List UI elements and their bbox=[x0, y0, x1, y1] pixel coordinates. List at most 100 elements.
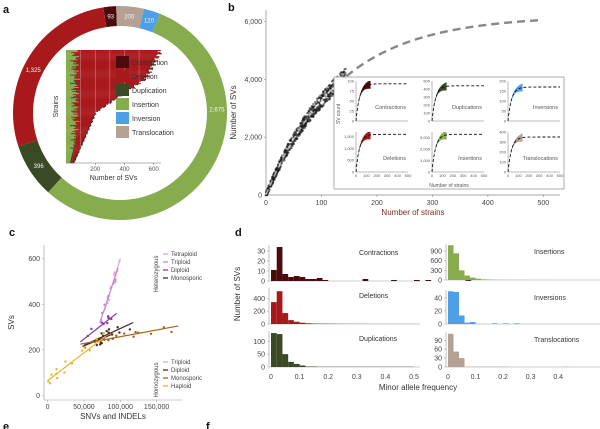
inset-bar-deletion bbox=[78, 98, 117, 100]
inset-bar-insertion bbox=[66, 155, 72, 158]
inset-bar-insertion bbox=[66, 109, 77, 111]
inset-bar-duplication bbox=[70, 158, 73, 161]
inset-bar-contraction bbox=[147, 69, 149, 71]
inset-x-tick-label: 500 bbox=[405, 173, 412, 178]
inset-bar-duplication bbox=[77, 98, 79, 100]
inset-bar-deletion bbox=[71, 82, 140, 85]
inset-bar-contraction bbox=[93, 117, 95, 120]
inset-bar-duplication bbox=[73, 146, 75, 148]
b-scatter-point bbox=[323, 101, 326, 104]
inset-bar-deletion bbox=[73, 154, 77, 157]
inset-title-insertions: Insertions bbox=[458, 156, 482, 162]
inset-bar-insertion bbox=[66, 148, 74, 150]
inset-bar-deletion bbox=[72, 102, 111, 104]
d-bar bbox=[276, 247, 283, 281]
d-y-tick-label: 200 bbox=[253, 309, 265, 316]
inset-bar-contraction bbox=[83, 139, 85, 141]
inset-bar-insertion bbox=[66, 97, 71, 99]
b-scatter-point bbox=[342, 70, 346, 74]
c-point bbox=[48, 382, 52, 385]
inset-bar-contraction bbox=[76, 155, 78, 158]
d-bar bbox=[448, 291, 454, 324]
inset-bar-deletion bbox=[74, 54, 157, 56]
d-y-tick-label: 10 bbox=[257, 269, 265, 276]
inset-fit-curve bbox=[507, 136, 560, 173]
inset-bar-deletion bbox=[73, 155, 77, 158]
c-legend: Heterozygous Tetraploid Triploid Diploid Mon… bbox=[154, 252, 202, 398]
b-scatter-point bbox=[308, 120, 311, 123]
inset-bar-insertion bbox=[66, 156, 72, 159]
d-title-translocations: Translocations bbox=[534, 337, 580, 344]
inset-bar-contraction bbox=[154, 64, 156, 66]
inset-bar-contraction bbox=[151, 67, 154, 69]
inset-bar-duplication bbox=[77, 115, 79, 117]
inset-y-tick-label: 0 bbox=[352, 119, 355, 124]
d-bar bbox=[305, 323, 312, 324]
b-scatter-point bbox=[285, 154, 288, 157]
inset-bar-deletion bbox=[72, 116, 94, 118]
inset-bar-duplication bbox=[74, 121, 76, 124]
inset-bar-contraction bbox=[88, 128, 90, 130]
inset-bar-duplication bbox=[75, 90, 78, 92]
inset-bar-contraction bbox=[160, 53, 162, 55]
inset-x-tick-label: 400 bbox=[470, 173, 477, 178]
inset-bar-contraction bbox=[104, 104, 106, 106]
b-fit-curve-extrapolated bbox=[345, 18, 542, 78]
c-x-tick-label: 50,000 bbox=[73, 404, 95, 411]
inset-bar-duplication bbox=[71, 105, 73, 107]
inset-bar-duplication bbox=[73, 144, 75, 146]
inset-bar-contraction bbox=[152, 63, 155, 65]
inset-bar-insertion bbox=[66, 82, 71, 85]
inset-bar-insertion bbox=[66, 111, 73, 113]
inset-bar-deletion bbox=[76, 117, 94, 120]
b-x-axis-label: Number of strains bbox=[381, 208, 444, 217]
b-scatter-point bbox=[313, 108, 316, 111]
b-scatter-point bbox=[286, 142, 290, 145]
d-bar bbox=[453, 291, 460, 324]
inset-bar-insertion bbox=[66, 51, 79, 53]
legend-swatch-contraction bbox=[116, 56, 129, 68]
inset-bar-insertion bbox=[66, 153, 72, 155]
inset-bar-duplication bbox=[71, 66, 74, 68]
inset-bar-contraction bbox=[91, 121, 93, 124]
inset-bar-duplication bbox=[71, 154, 74, 157]
b-scatter-point bbox=[289, 139, 292, 143]
inset-title-deletions: Deletions bbox=[383, 156, 406, 162]
b-scatter-point bbox=[314, 101, 317, 104]
inset-bar-insertion bbox=[66, 95, 76, 97]
inset-fit-curve bbox=[431, 133, 484, 173]
inset-bar-deletion bbox=[75, 142, 82, 144]
d-bar bbox=[448, 333, 454, 367]
inset-bar-deletion bbox=[77, 83, 138, 86]
inset-bar-duplication bbox=[77, 84, 79, 87]
inset-bar-insertion bbox=[66, 58, 75, 60]
c-point bbox=[101, 334, 105, 338]
inset-bar-insertion bbox=[66, 136, 74, 138]
inset-bar-duplication bbox=[75, 95, 78, 97]
inset-bar-contraction bbox=[88, 126, 91, 128]
inset-bar-duplication bbox=[71, 52, 73, 54]
c-point bbox=[149, 332, 153, 336]
inset-bar-deletion bbox=[77, 62, 151, 64]
inset-bar-duplication bbox=[75, 99, 77, 101]
inset-bar-deletion bbox=[72, 105, 106, 107]
inset-bar-duplication bbox=[71, 116, 73, 118]
b-scatter-point bbox=[331, 92, 334, 95]
donut-label-insertion: 2,675 bbox=[209, 108, 225, 114]
inset-bar-deletion bbox=[75, 85, 133, 88]
inset-bar-duplication bbox=[76, 109, 79, 111]
inset-bar-insertion bbox=[66, 139, 71, 141]
b-scatter-point bbox=[308, 110, 311, 113]
inset-bar-duplication bbox=[78, 106, 80, 108]
inset-y-tick-label: 0 bbox=[504, 170, 507, 175]
inset-y-tick-label: 50 bbox=[502, 109, 507, 114]
inset-bar-contraction bbox=[144, 78, 147, 80]
b-scatter-point bbox=[312, 102, 315, 106]
panel-label-a: a bbox=[3, 4, 10, 16]
d-bar bbox=[293, 276, 300, 281]
c-point bbox=[56, 376, 59, 380]
inset-bar-duplication bbox=[73, 63, 75, 65]
inset-bar-deletion bbox=[76, 73, 145, 75]
inset-y-tick-label: 300 bbox=[499, 140, 506, 145]
